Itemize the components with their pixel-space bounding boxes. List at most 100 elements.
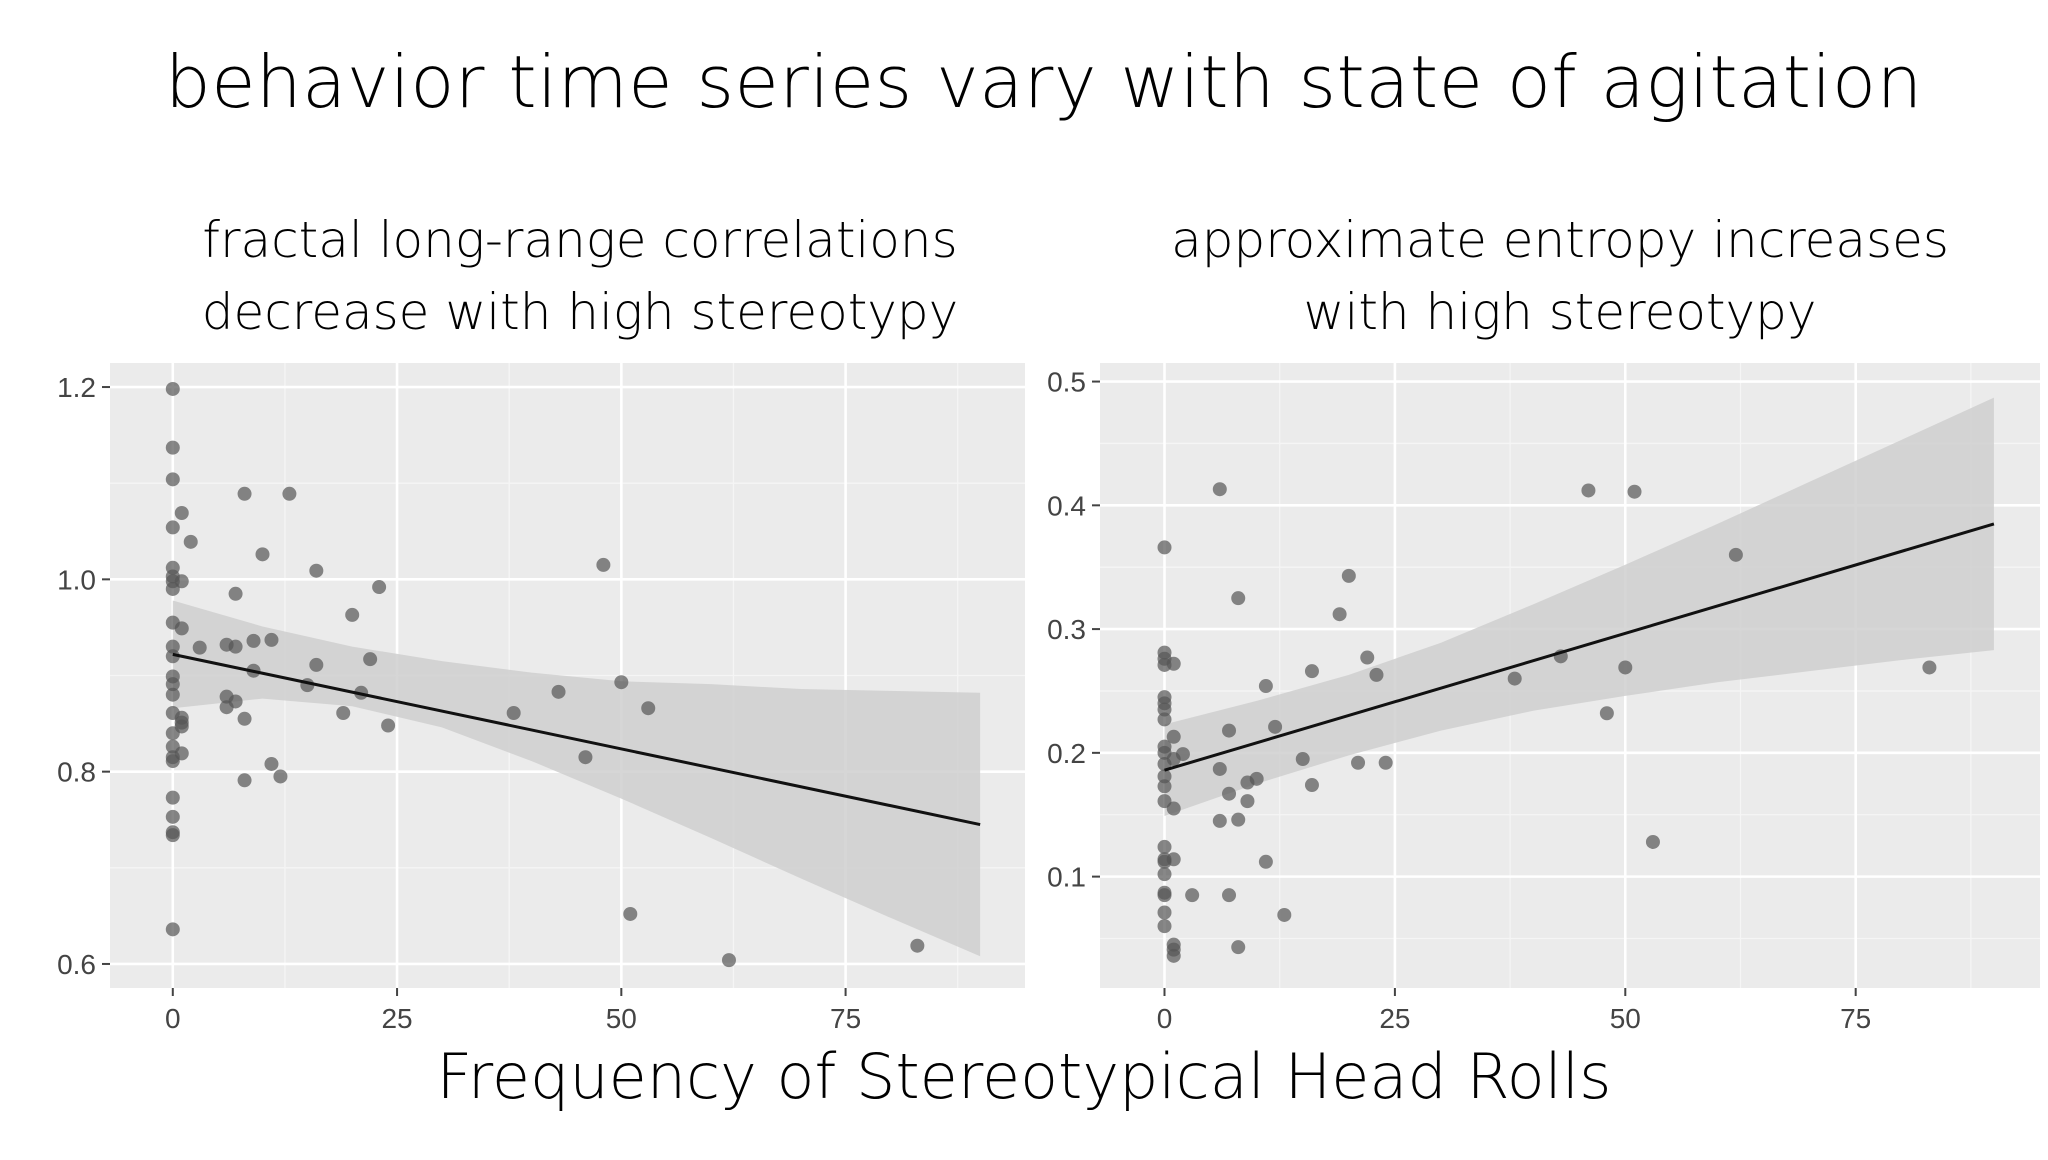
left-data-point — [237, 486, 252, 501]
right-data-point — [1157, 839, 1172, 854]
right-data-point — [1231, 940, 1246, 955]
left-subtitle-line-2: decrease with high stereotypy — [201, 283, 959, 341]
right-data-point — [1277, 907, 1292, 922]
right-data-point — [1369, 667, 1384, 682]
left-data-point — [363, 652, 378, 667]
right-y-tick-label: 0.3 — [1047, 614, 1086, 645]
right-data-point — [1728, 547, 1743, 562]
left-data-point — [237, 711, 252, 726]
right-data-point — [1222, 786, 1237, 801]
right-data-point — [1212, 813, 1227, 828]
left-data-point — [336, 706, 351, 720]
left-data-point — [237, 773, 252, 788]
left-y-tick-label: 0.6 — [57, 949, 96, 980]
right-data-point — [1185, 888, 1200, 903]
left-data-point — [165, 677, 180, 692]
left-x-tick-label: 75 — [830, 1003, 861, 1034]
left-data-point — [165, 440, 180, 455]
left-data-point — [174, 506, 189, 520]
right-panel-subtitle: approximate entropy increases with high … — [1110, 204, 2010, 348]
right-data-point — [1166, 801, 1181, 816]
left-data-point — [165, 649, 180, 664]
left-data-point — [623, 906, 638, 921]
right-data-point — [1157, 769, 1172, 784]
left-data-point — [273, 769, 288, 784]
left-data-point — [228, 639, 243, 654]
right-data-point — [1222, 723, 1237, 738]
right-data-point — [1231, 591, 1246, 606]
left-data-point — [381, 718, 396, 733]
right-data-point — [1351, 755, 1366, 770]
left-data-point — [345, 607, 360, 622]
right-data-point — [1166, 852, 1181, 867]
left-data-point — [910, 938, 925, 953]
right-x-tick-label: 50 — [1610, 1003, 1641, 1034]
right-y-tick-label: 0.1 — [1047, 862, 1086, 893]
right-x-tick-label: 0 — [1157, 1003, 1173, 1034]
right-x-tick-label: 75 — [1840, 1003, 1871, 1034]
left-data-point — [578, 750, 593, 765]
left-data-point — [282, 486, 297, 501]
left-data-point — [192, 640, 207, 655]
right-data-point — [1341, 568, 1356, 583]
right-y-tick-label: 0.2 — [1047, 738, 1086, 769]
left-data-point — [264, 756, 279, 771]
left-data-point — [246, 633, 261, 648]
right-data-point — [1922, 660, 1937, 675]
right-data-point — [1295, 752, 1310, 767]
left-data-point — [174, 719, 189, 734]
right-scatter-plot: 0 25 50 75 0.1 0.2 0.3 0.4 0.5 — [1047, 363, 2040, 1034]
left-confidence-band — [172, 600, 981, 957]
left-data-point — [255, 547, 270, 562]
left-data-point — [165, 790, 180, 805]
right-data-point — [1231, 812, 1246, 827]
left-data-point — [165, 687, 180, 702]
right-data-point — [1599, 706, 1614, 721]
right-data-point — [1332, 607, 1347, 622]
right-subtitle-line-1: approximate entropy increases — [1171, 211, 1949, 269]
right-data-point — [1627, 484, 1642, 499]
left-data-point — [372, 580, 387, 595]
left-subtitle-line-1: fractal long-range correlations — [202, 211, 958, 269]
left-scatter-plot: 0 25 50 75 0.6 0.8 1.0 1.2 — [57, 363, 1025, 1034]
right-regression-line — [1164, 522, 1995, 772]
left-data-point — [174, 746, 189, 761]
left-data-point — [614, 675, 629, 690]
left-data-point — [309, 657, 324, 672]
right-data-point — [1507, 671, 1522, 686]
left-data-point — [165, 381, 180, 396]
right-confidence-band — [1164, 397, 1994, 816]
left-regression-line — [172, 652, 981, 827]
left-y-tick-label: 1.0 — [57, 564, 96, 595]
left-data-point — [551, 684, 566, 699]
right-data-point — [1157, 779, 1172, 794]
right-data-point — [1258, 854, 1273, 869]
left-y-tick-label: 0.8 — [57, 757, 96, 788]
right-data-point — [1618, 660, 1633, 675]
right-data-point — [1157, 540, 1172, 555]
left-data-point — [165, 828, 180, 843]
right-data-point — [1166, 948, 1181, 963]
left-data-point — [264, 632, 279, 647]
left-data-point — [165, 922, 180, 937]
right-data-point — [1304, 778, 1319, 793]
left-data-point — [174, 621, 189, 636]
right-data-point — [1212, 761, 1227, 776]
left-data-point — [641, 701, 656, 716]
slide-title: behavior time series vary with state of … — [165, 40, 1923, 124]
right-data-point — [1157, 712, 1172, 727]
left-x-tick-label: 25 — [381, 1003, 412, 1034]
left-data-point — [183, 534, 198, 549]
right-y-tick-label: 0.5 — [1047, 367, 1086, 398]
left-data-point — [165, 809, 180, 824]
right-data-point — [1645, 834, 1660, 849]
left-data-point — [721, 953, 736, 968]
left-data-point — [228, 694, 243, 709]
shared-x-axis-label: Frequency of Stereotypical Head Rolls — [436, 1040, 1612, 1113]
right-data-point — [1157, 919, 1172, 934]
left-data-point — [596, 557, 611, 572]
right-data-point — [1268, 719, 1283, 734]
left-data-point — [165, 472, 180, 487]
right-data-point — [1166, 656, 1181, 671]
left-data-point — [165, 639, 180, 654]
